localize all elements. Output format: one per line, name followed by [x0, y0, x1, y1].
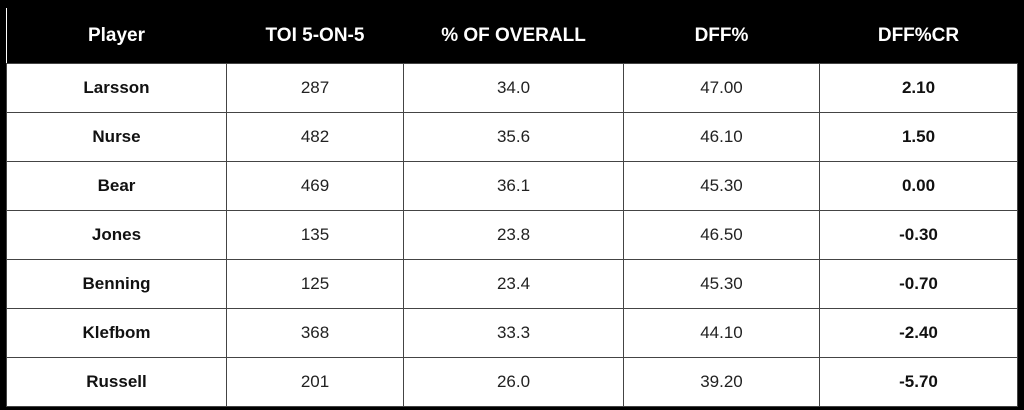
- header-row: Player TOI 5-ON-5% OF OVERALL DFF% DFF%CR: [6, 8, 1018, 64]
- header-cell: DFF%CR: [819, 8, 1018, 64]
- table-cell: 2.10: [819, 63, 1018, 113]
- stats-table: Player TOI 5-ON-5% OF OVERALL DFF% DFF%CR L…: [6, 8, 1018, 407]
- table-cell: 26.0: [403, 357, 624, 407]
- table-row: Nurse 482 35.6 46.10 1.50: [6, 112, 1018, 162]
- table-cell: 47.00: [623, 63, 820, 113]
- header-cell: Player: [6, 8, 227, 64]
- table-cell: 44.10: [623, 308, 820, 358]
- table-cell: 45.30: [623, 259, 820, 309]
- table-cell: -0.70: [819, 259, 1018, 309]
- table-cell: Nurse: [6, 112, 227, 162]
- table-cell: 33.3: [403, 308, 624, 358]
- table-cell: 1.50: [819, 112, 1018, 162]
- table-cell: 201: [226, 357, 404, 407]
- table-row: Jones 135 23.8 46.50 -0.30: [6, 210, 1018, 260]
- table-row: Russell 201 26.0 39.20 -5.70: [6, 357, 1018, 407]
- table-cell: -0.30: [819, 210, 1018, 260]
- table-cell: 469: [226, 161, 404, 211]
- table-row: Bear 469 36.1 45.30 0.00: [6, 161, 1018, 211]
- table-cell: 23.4: [403, 259, 624, 309]
- table-cell: 23.8: [403, 210, 624, 260]
- table-cell: Bear: [6, 161, 227, 211]
- table-cell: Benning: [6, 259, 227, 309]
- table-cell: 0.00: [819, 161, 1018, 211]
- table-cell: 135: [226, 210, 404, 260]
- table-cell: 482: [226, 112, 404, 162]
- table-cell: Russell: [6, 357, 227, 407]
- table-cell: 46.50: [623, 210, 820, 260]
- header-cell: % OF OVERALL: [403, 8, 624, 64]
- table-cell: -2.40: [819, 308, 1018, 358]
- table-cell: 46.10: [623, 112, 820, 162]
- table-cell: 45.30: [623, 161, 820, 211]
- table-row: Klefbom 368 33.3 44.10 -2.40: [6, 308, 1018, 358]
- table-cell: -5.70: [819, 357, 1018, 407]
- table-cell: 368: [226, 308, 404, 358]
- table-cell: Larsson: [6, 63, 227, 113]
- table-cell: Jones: [6, 210, 227, 260]
- table-row: Larsson 287 34.0 47.00 2.10: [6, 63, 1018, 113]
- header-cell: DFF%: [623, 8, 820, 64]
- table-cell: 39.20: [623, 357, 820, 407]
- table-cell: 35.6: [403, 112, 624, 162]
- table-cell: Klefbom: [6, 308, 227, 358]
- header-cell: TOI 5-ON-5: [226, 8, 404, 64]
- table-cell: 34.0: [403, 63, 624, 113]
- table-cell: 287: [226, 63, 404, 113]
- table-cell: 36.1: [403, 161, 624, 211]
- table-cell: 125: [226, 259, 404, 309]
- table-row: Benning 125 23.4 45.30 -0.70: [6, 259, 1018, 309]
